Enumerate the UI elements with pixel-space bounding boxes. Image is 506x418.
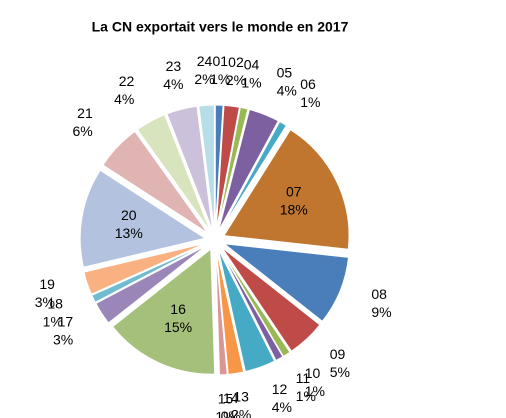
slice-value-label: 1% bbox=[210, 71, 230, 87]
slice-category: 12 bbox=[272, 381, 288, 397]
slice-value-label: 6% bbox=[73, 123, 93, 139]
slice-value-label: 4% bbox=[272, 399, 292, 415]
slice-category: 24 bbox=[197, 53, 213, 69]
slice-value-label: 13% bbox=[115, 225, 143, 241]
slice-value-label: 4% bbox=[277, 82, 297, 98]
pie-slice bbox=[79, 169, 207, 268]
slice-value-label: 5% bbox=[330, 364, 350, 380]
pie-slice bbox=[217, 249, 276, 373]
pie-slice bbox=[223, 129, 350, 250]
slice-category: 11 bbox=[296, 370, 311, 386]
pie-slice bbox=[219, 120, 288, 232]
slice-value-label: 1% bbox=[300, 94, 320, 110]
pie-slice bbox=[95, 244, 207, 324]
slice-value-label: 9% bbox=[371, 304, 391, 320]
pie-slice bbox=[136, 114, 211, 232]
slice-category: 06 bbox=[300, 76, 316, 92]
slice-category: 10 bbox=[305, 365, 321, 381]
pie-slice bbox=[221, 246, 321, 352]
slice-category: 08 bbox=[371, 286, 387, 302]
pie-slice bbox=[102, 130, 209, 234]
slice-value-label: 1% bbox=[241, 75, 261, 91]
pie-slice bbox=[222, 243, 350, 322]
slice-category: 23 bbox=[166, 58, 182, 74]
pie-slice bbox=[91, 243, 207, 303]
pie-slice bbox=[166, 105, 214, 231]
slice-value-label: 1% bbox=[305, 383, 325, 399]
slice-value-label: 1% bbox=[43, 313, 63, 329]
pie-slice bbox=[83, 242, 206, 295]
pie-slice bbox=[198, 104, 215, 231]
slice-category: 17 bbox=[58, 314, 74, 330]
slice-value-label: 2% bbox=[194, 71, 214, 87]
pie-slice bbox=[219, 248, 291, 358]
slice-value-label: 4% bbox=[163, 76, 183, 92]
pie-slice bbox=[216, 249, 245, 375]
slice-value-label: 15% bbox=[164, 319, 192, 335]
slice-category: 16 bbox=[170, 301, 186, 317]
slice-category: 04 bbox=[244, 57, 260, 73]
pie-slice bbox=[215, 249, 228, 376]
slice-category: 07 bbox=[286, 184, 302, 200]
pie-slice bbox=[219, 248, 284, 362]
slice-category: 19 bbox=[39, 276, 55, 292]
slice-category: 14 bbox=[223, 390, 239, 406]
slice-category: 13 bbox=[233, 389, 249, 405]
slice-category: 21 bbox=[77, 105, 93, 121]
slice-category: 15 bbox=[218, 390, 234, 406]
chart-title: La CN exportait vers le monde en 2017 bbox=[92, 19, 349, 35]
slice-value-label: 0% bbox=[221, 408, 241, 418]
pie-slice bbox=[214, 104, 224, 231]
slice-value-label: 1% bbox=[296, 388, 316, 404]
pie-slice bbox=[218, 108, 279, 231]
slice-value-label: 3% bbox=[53, 332, 73, 348]
slice-value-label: 4% bbox=[114, 91, 134, 107]
slice-value-label: 2% bbox=[231, 407, 251, 418]
pie-slice bbox=[215, 104, 241, 231]
pie-slice bbox=[216, 106, 249, 231]
slice-value-label: 1% bbox=[215, 408, 235, 418]
slice-category: 02 bbox=[228, 54, 244, 70]
slice-value-label: 2% bbox=[226, 72, 246, 88]
slice-category: 18 bbox=[47, 295, 63, 311]
pie-slice bbox=[112, 248, 216, 375]
slice-value-label: 18% bbox=[280, 202, 308, 218]
slice-category: 01 bbox=[212, 53, 228, 69]
slice-category: 05 bbox=[277, 64, 293, 80]
slice-category: 09 bbox=[330, 346, 346, 362]
slice-category: 20 bbox=[121, 207, 137, 223]
slice-category: 22 bbox=[119, 73, 135, 89]
slice-value-label: 3% bbox=[35, 294, 55, 310]
